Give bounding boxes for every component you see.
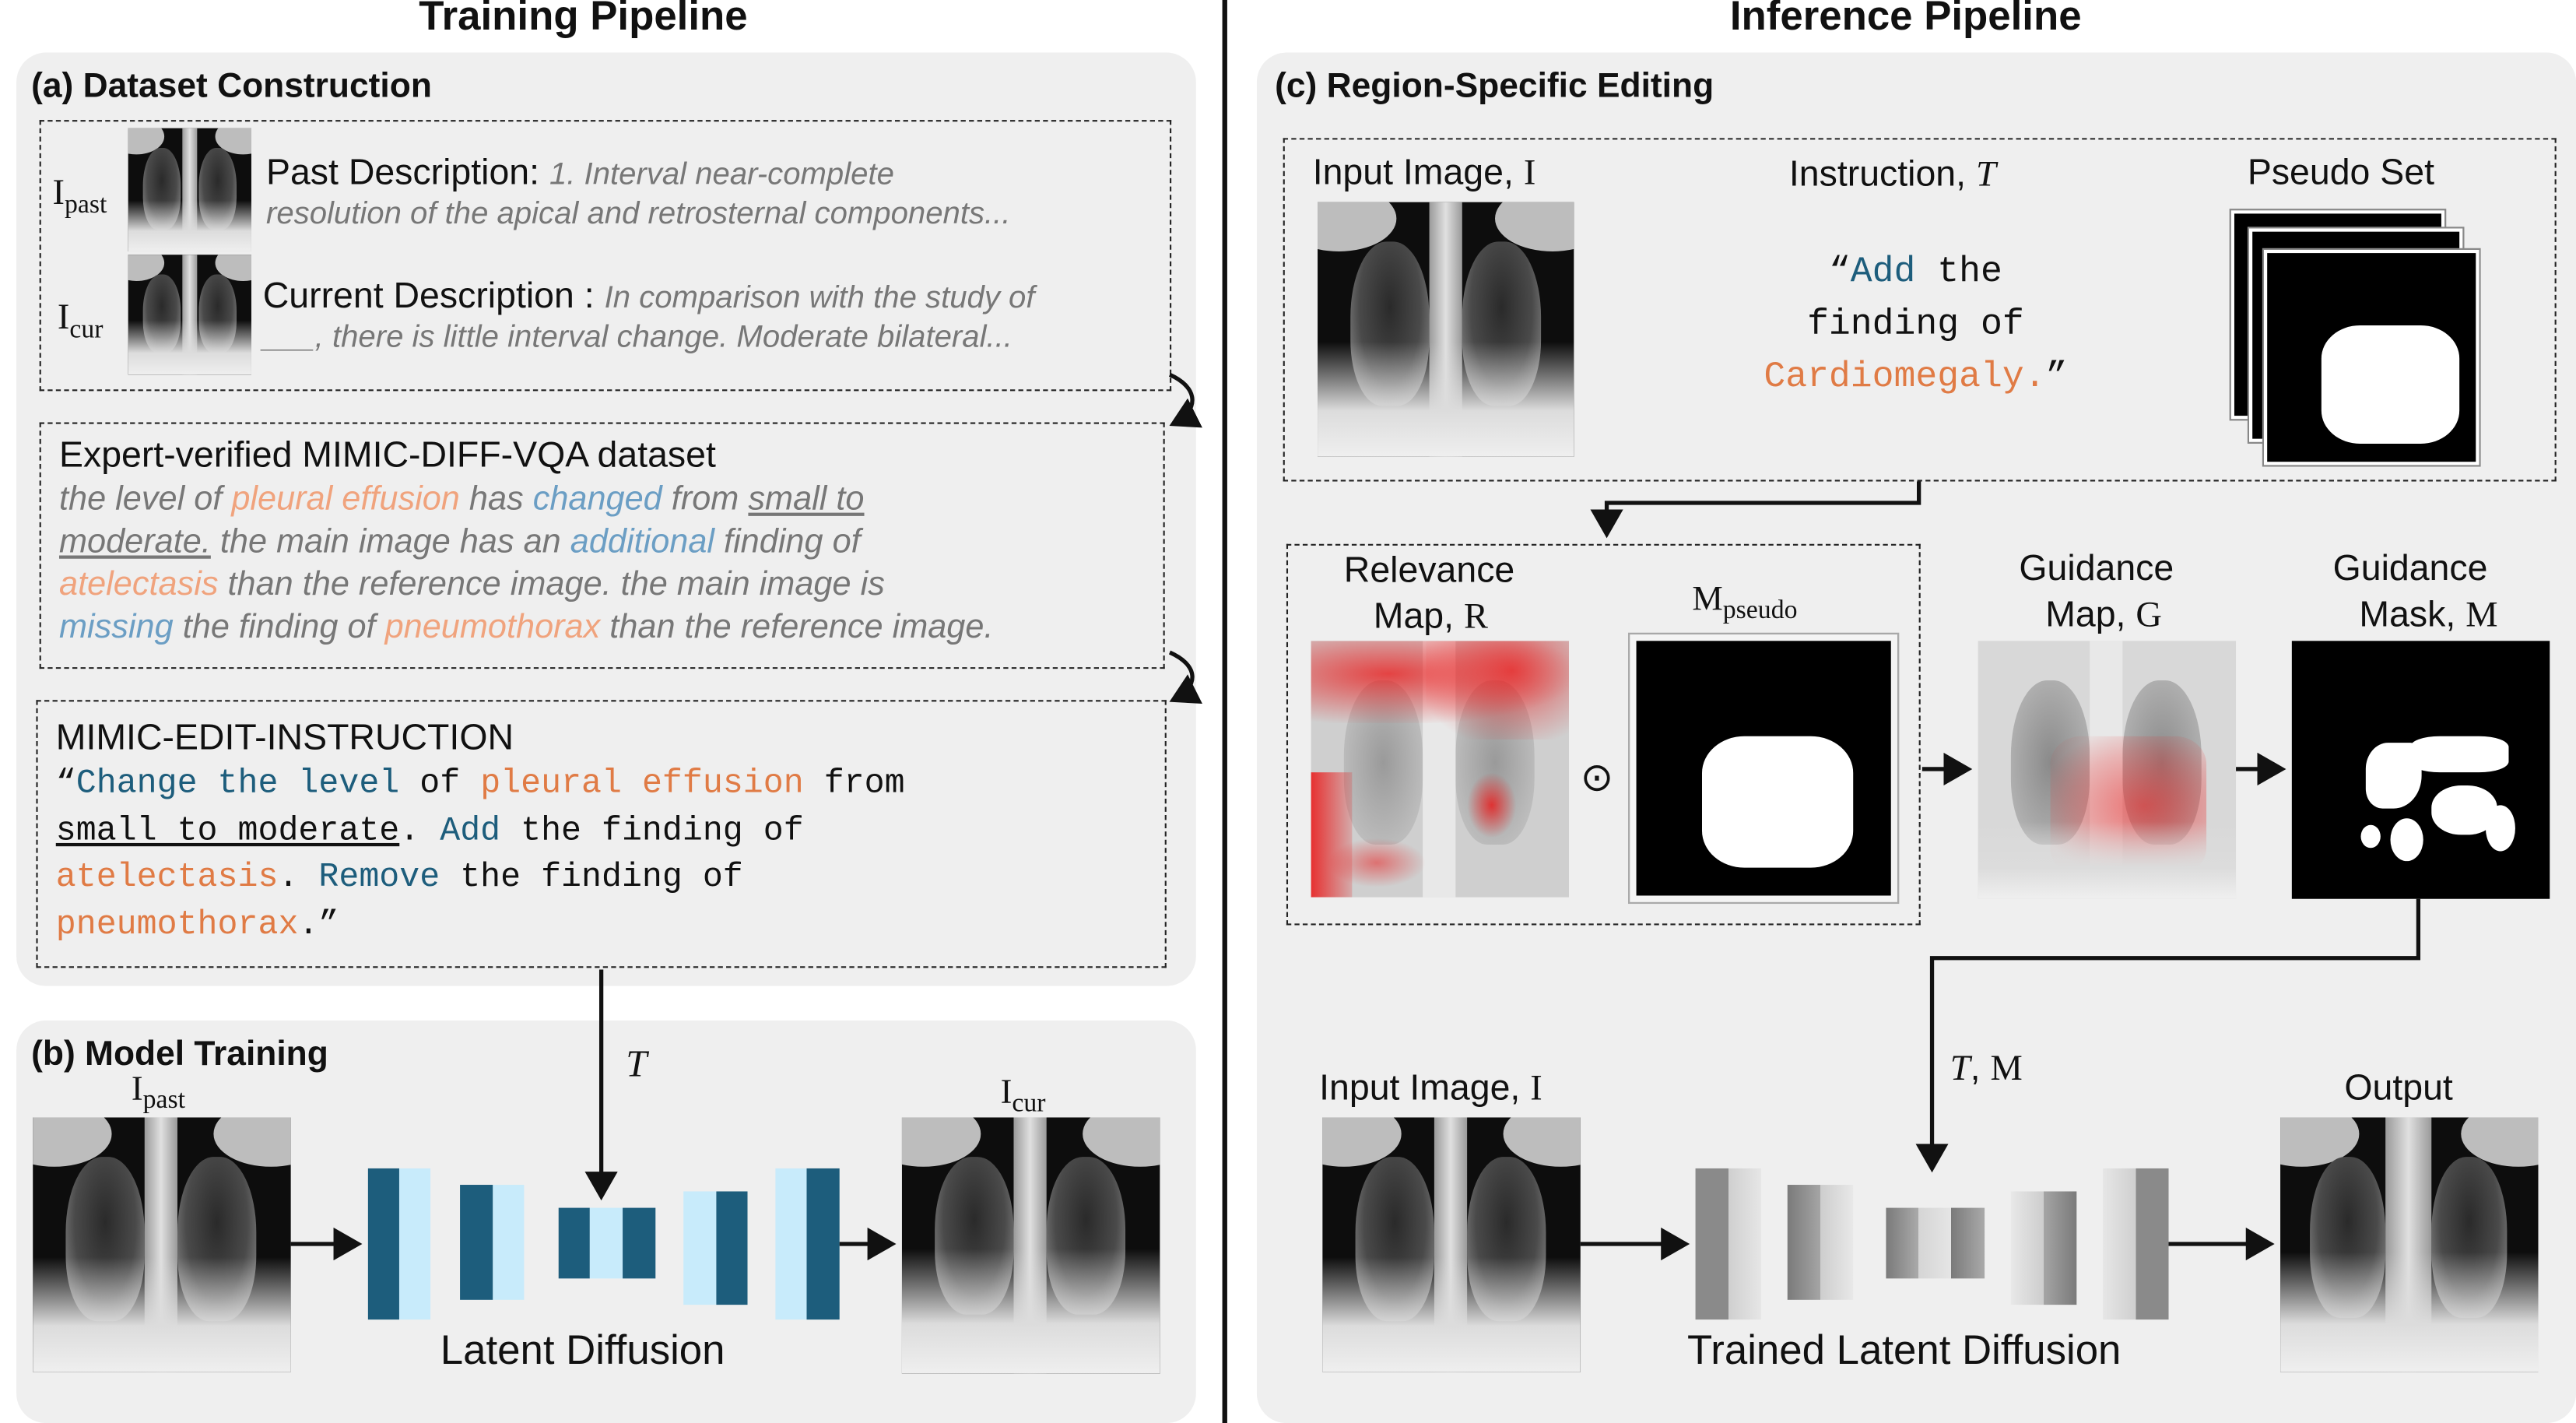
b-i-cur-label: Icur — [1000, 1071, 1046, 1118]
c-input2-xray — [1322, 1117, 1581, 1372]
edit-instruction-box — [36, 700, 1167, 968]
description-box — [39, 120, 1172, 392]
pseudo-mask-front — [2263, 249, 2479, 466]
relevance-map — [1311, 641, 1570, 898]
guidance-mask-label-1: Guidance — [2332, 546, 2488, 589]
hadamard-operator: ⊙ — [1580, 754, 1614, 801]
edit-instruction-text: “Change the level of pleural effusion fr… — [55, 765, 905, 944]
b-decoder-block-2b — [806, 1168, 840, 1320]
current-description-text-1: In comparison with the study of — [604, 280, 1035, 316]
c-pseudo-set-label: Pseudo Set — [2247, 151, 2434, 192]
b-encoder-block-1a — [367, 1168, 399, 1320]
c-output-label: Output — [2344, 1066, 2453, 1108]
mpseudo-mask — [1630, 634, 1898, 902]
panel-b-title: (b) Model Training — [31, 1035, 328, 1073]
expert-dataset-text: the level of pleural effusion has change… — [58, 480, 994, 646]
guidance-map-label-2: Map, G — [2045, 593, 2162, 634]
past-description: Past Description: 1. Interval near-compl… — [266, 151, 894, 194]
b-bottleneck-a — [558, 1207, 590, 1279]
guidance-map — [1978, 641, 2237, 899]
relevance-label-1: Relevance — [1343, 549, 1515, 590]
link-a1 — [1168, 372, 1203, 428]
current-description-label: Current Description : — [262, 274, 595, 316]
b-cur-xray — [901, 1117, 1160, 1374]
c-encoder-block-1 — [1695, 1168, 1761, 1320]
relevance-label-2: Map, R — [1373, 595, 1489, 636]
c-bottleneck — [1886, 1207, 1985, 1279]
expert-dataset-box — [39, 422, 1165, 669]
c-tm-label: T, M — [1950, 1046, 2023, 1088]
panel-a-title: (a) Dataset Construction — [31, 67, 432, 106]
b-i-past-label: Ipast — [131, 1068, 186, 1115]
divider — [1222, 0, 1227, 1423]
c-instruction-text: “Add the finding of Cardiomegaly.” — [1764, 251, 2068, 398]
b-bottleneck-b — [589, 1207, 623, 1279]
training-pipeline-header: Training Pipeline — [419, 0, 748, 40]
b-encoder-block-1b — [398, 1168, 431, 1320]
c-output-xray — [2280, 1117, 2539, 1372]
b-bottleneck-c — [623, 1207, 656, 1279]
c-arrow-mask-to-model — [1915, 898, 2421, 1173]
c-model-label: Trained Latent Diffusion — [1686, 1327, 2122, 1374]
b-decoder-block-1a — [683, 1191, 717, 1305]
guidance-mask — [2291, 641, 2550, 899]
c-input2-label: Input Image, I — [1319, 1066, 1542, 1108]
i-past-label: Ipast — [52, 170, 107, 220]
b-encoder-block-2b — [493, 1185, 525, 1300]
c-input-xray — [1318, 202, 1574, 457]
guidance-mask-label-2: Mask, M — [2359, 593, 2498, 634]
past-description-text-2: resolution of the apical and retrosterna… — [265, 197, 1011, 232]
link-a2 — [1168, 650, 1203, 704]
panel-c-title: (c) Region-Specific Editing — [1275, 67, 1714, 106]
guidance-map-label-1: Guidance — [2019, 546, 2174, 589]
past-description-text-1: 1. Interval near-complete — [549, 157, 894, 192]
b-past-xray — [33, 1117, 291, 1372]
b-decoder-block-1b — [716, 1191, 748, 1305]
expert-dataset-title: Expert-verified MIMIC-DIFF-VQA dataset — [58, 434, 716, 476]
c-input-image-label: Input Image, I — [1312, 151, 1536, 192]
c-encoder-block-2 — [1787, 1185, 1854, 1300]
edit-instruction-title: MIMIC-EDIT-INSTRUCTION — [55, 716, 514, 758]
current-description: Current Description : In comparison with… — [263, 275, 1035, 318]
b-model-label: Latent Diffusion — [440, 1327, 725, 1374]
b-t-label: T — [626, 1043, 648, 1085]
c-decoder-block-1 — [2010, 1191, 2077, 1305]
c-inputs-box — [1283, 138, 2557, 482]
i-cur-label: Icur — [57, 295, 104, 345]
c-arrow-to-relevance — [1590, 481, 1921, 539]
c-relevance-box — [1286, 543, 1921, 926]
past-description-label: Past Description: — [265, 151, 540, 192]
b-decoder-block-2a — [775, 1168, 807, 1320]
current-description-text-2: ___, there is little interval change. Mo… — [262, 320, 1013, 355]
mpseudo-label: Mpseudo — [1692, 578, 1798, 625]
b-encoder-block-2a — [460, 1185, 493, 1300]
c-decoder-block-2 — [2103, 1168, 2169, 1320]
current-xray-thumbnail — [128, 255, 251, 375]
past-xray-thumbnail — [128, 128, 251, 251]
inference-pipeline-header: Inference Pipeline — [1729, 0, 2082, 40]
c-instruction-label: Instruction, T — [1788, 153, 1996, 195]
